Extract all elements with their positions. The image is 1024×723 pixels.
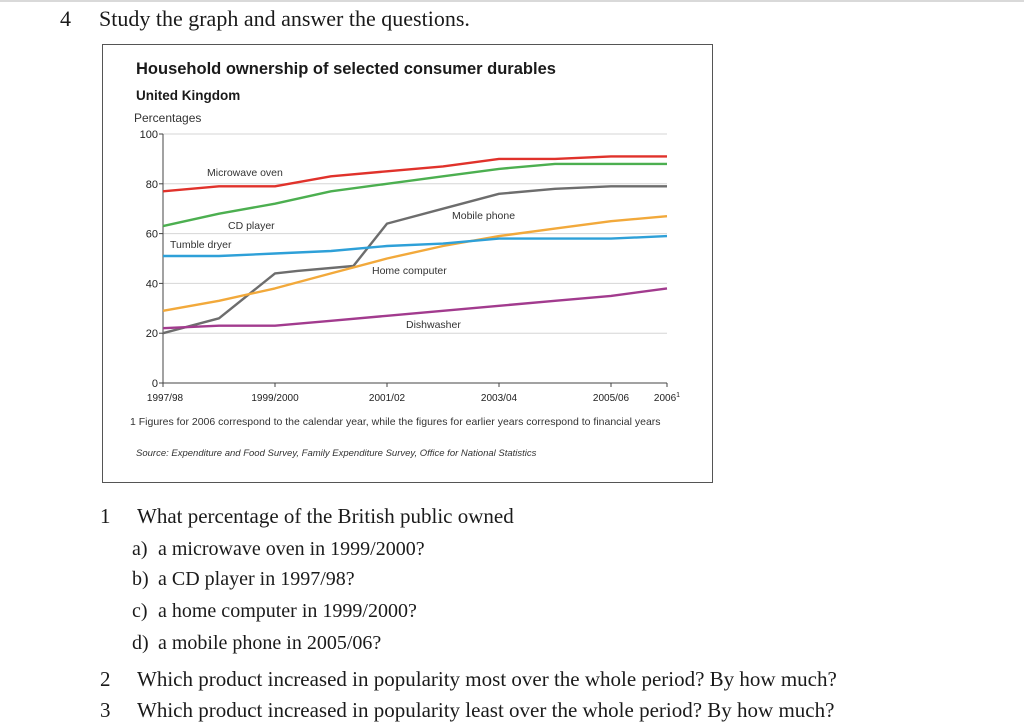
series-label-dishwasher: Dishwasher <box>406 319 461 331</box>
question-number: 3 <box>100 698 111 722</box>
question-1a: a) a microwave oven in 1999/2000? <box>132 538 425 561</box>
y-tick-label: 60 <box>146 229 158 241</box>
question-text: What percentage of the British public ow… <box>137 504 514 528</box>
question-number: 2 <box>100 667 111 691</box>
y-tick-label: 0 <box>152 378 158 390</box>
top-divider <box>0 0 1024 2</box>
chart-footnote: 1 Figures for 2006 correspond to the cal… <box>130 416 661 428</box>
subitem-letter: a) <box>132 538 148 560</box>
subitem-letter: c) <box>132 600 148 622</box>
subitem-text: a CD player in 1997/98? <box>158 568 355 590</box>
x-tick-label: 20061 <box>654 392 680 404</box>
question-text: Which product increased in popularity le… <box>137 698 835 722</box>
subitem-text: a mobile phone in 2005/06? <box>158 632 382 654</box>
series-line-home-computer <box>162 215 668 312</box>
y-tick-label: 40 <box>146 278 158 290</box>
question-1b: b) a CD player in 1997/98? <box>132 568 355 591</box>
task-number: 4 <box>60 6 71 31</box>
subitem-text: a home computer in 1999/2000? <box>158 600 417 622</box>
task-heading: Study the graph and answer the questions… <box>99 6 470 31</box>
series-label-cd-player: CD player <box>228 220 275 232</box>
question-1d: d) a mobile phone in 2005/06? <box>132 632 381 655</box>
x-tick-label: 1997/98 <box>147 393 184 404</box>
question-1c: c) a home computer in 1999/2000? <box>132 600 417 623</box>
y-tick-label: 80 <box>146 179 158 191</box>
question-text: Which product increased in popularity mo… <box>137 667 837 691</box>
x-tick-label: 2003/04 <box>481 393 518 404</box>
series-line-mobile-phone <box>162 185 667 335</box>
x-tick-superscript: 1 <box>676 392 680 399</box>
x-tick-label: 1999/2000 <box>251 393 299 404</box>
question-number: 1 <box>100 504 111 528</box>
x-tick-label: 2001/02 <box>369 393 406 404</box>
series-line-cd-player <box>162 162 667 228</box>
series-label-home-computer: Home computer <box>372 265 447 277</box>
y-tick-label: 20 <box>146 328 158 340</box>
series-line-tumble-dryer <box>163 234 668 258</box>
series-label-tumble-dryer: Tumble dryer <box>170 239 232 251</box>
subitem-text: a microwave oven in 1999/2000? <box>158 538 425 560</box>
chart-subtitle: United Kingdom <box>136 88 241 103</box>
series-label-microwave-oven: Microwave oven <box>207 167 283 179</box>
figure-frame <box>102 44 713 483</box>
series-line-microwave-oven <box>162 155 667 193</box>
subitem-letter: b) <box>132 568 149 590</box>
x-tick-label: 2005/06 <box>593 393 630 404</box>
y-axis-unit-label: Percentages <box>134 111 202 125</box>
chart-source: Source: Expenditure and Food Survey, Fam… <box>136 448 537 459</box>
y-tick-label: 100 <box>140 129 158 141</box>
series-label-mobile-phone: Mobile phone <box>452 210 515 222</box>
chart-title: Household ownership of selected consumer… <box>136 60 556 78</box>
series-line-dishwasher <box>162 287 668 330</box>
subitem-letter: d) <box>132 632 149 654</box>
